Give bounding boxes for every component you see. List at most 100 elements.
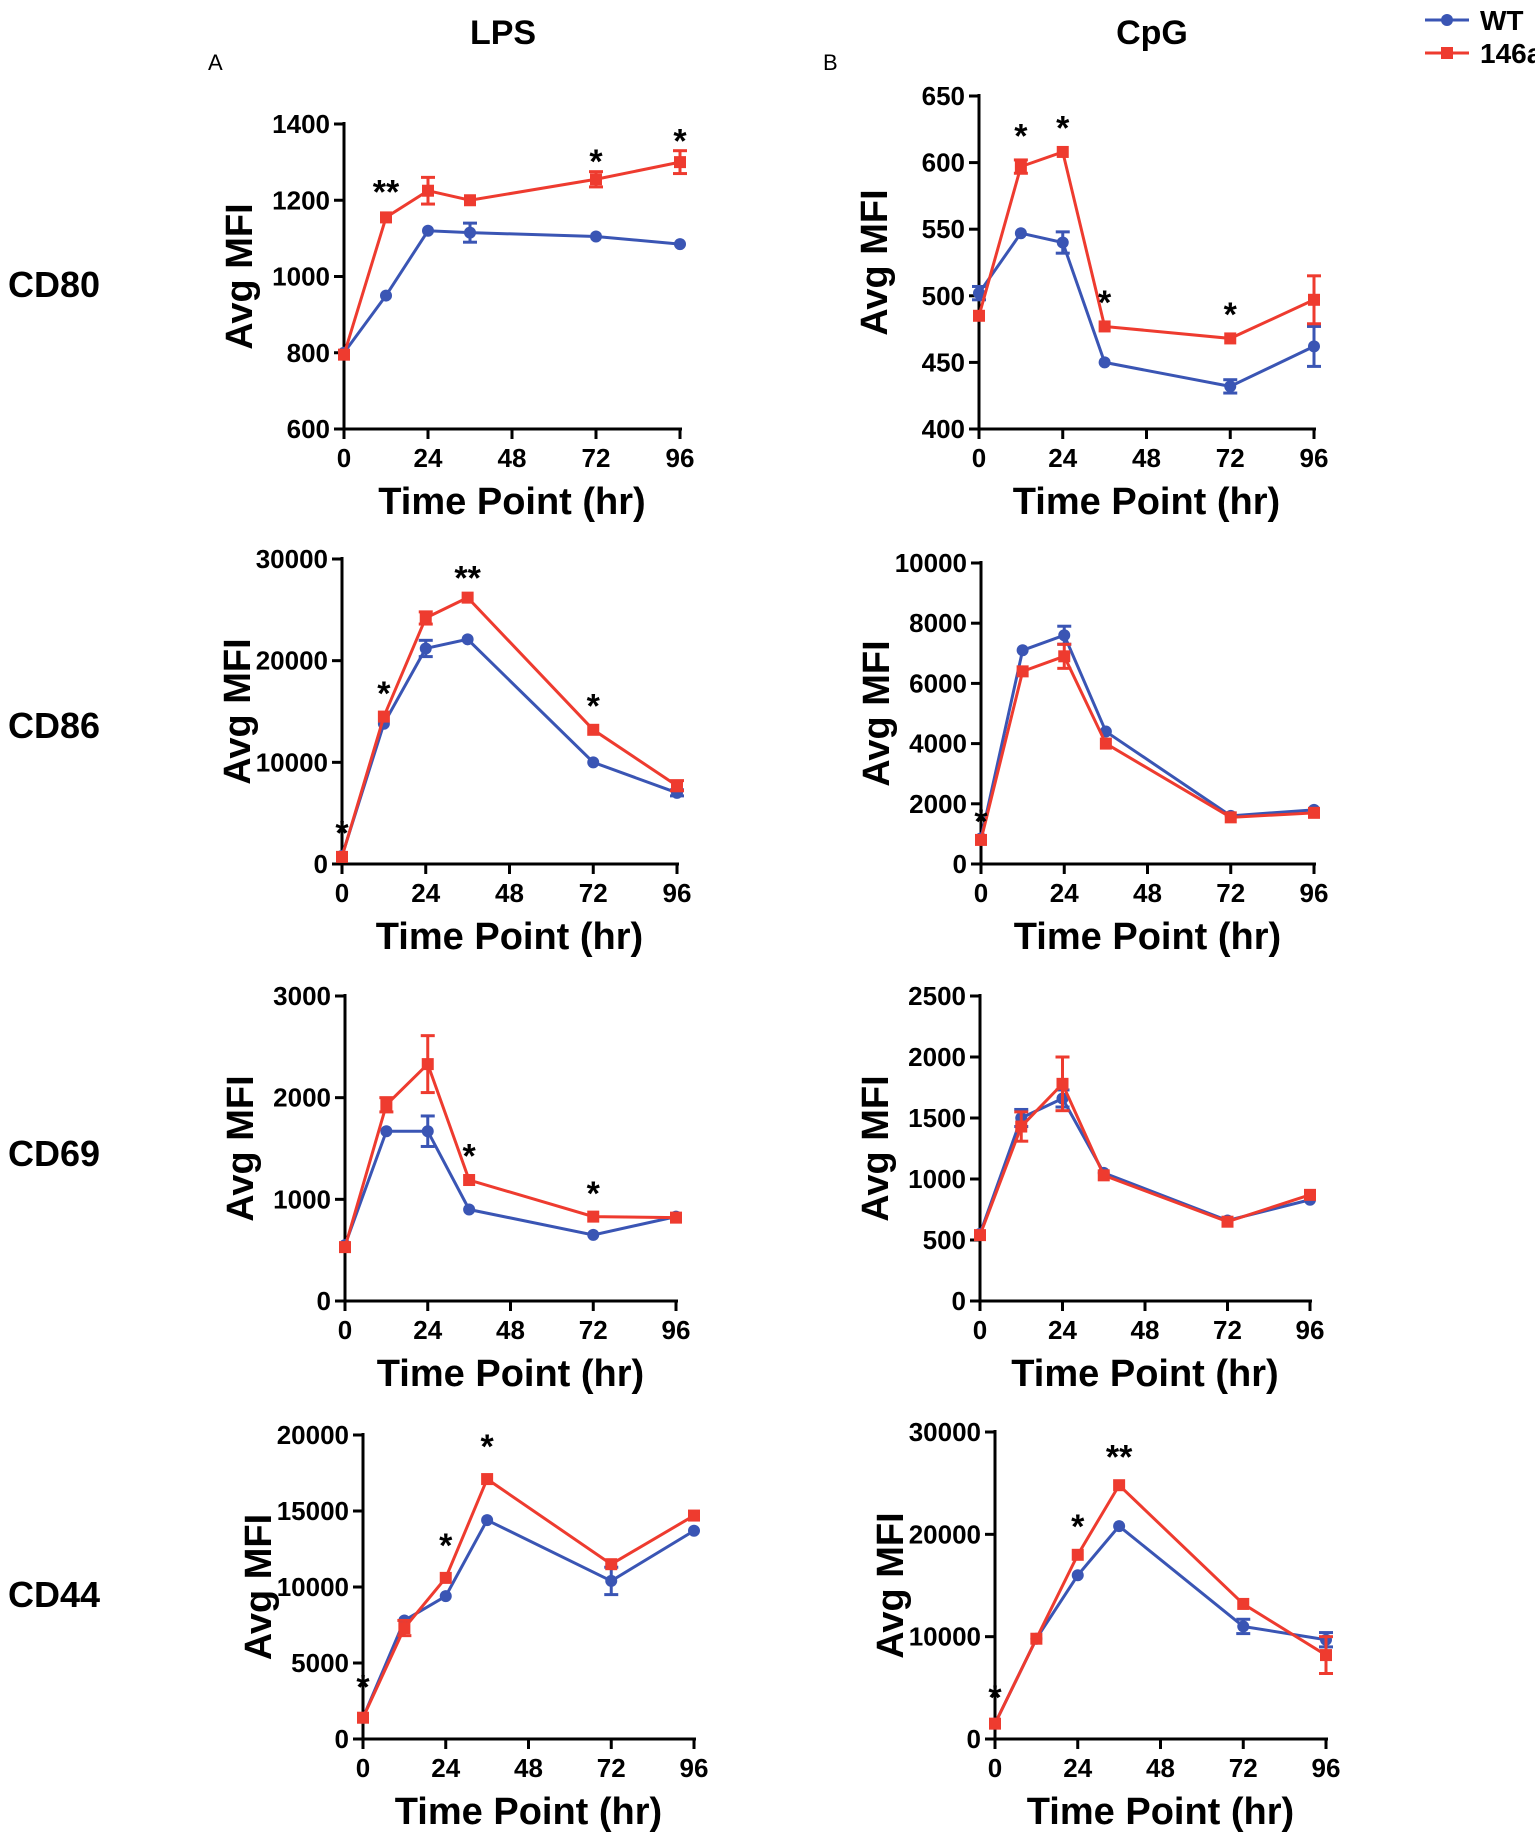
y-tick-label: 15000 [277,1496,349,1526]
data-point-146ako [1030,1632,1043,1645]
y-tick-label: 30000 [256,544,328,574]
data-point-146ako [481,1473,494,1486]
x-tick-label: 24 [431,1753,460,1783]
x-tick-label: 24 [414,443,443,473]
data-point-wt [674,238,686,251]
panel-label-a: A [208,50,223,75]
data-point-146ako [1221,1215,1234,1228]
x-tick-label: 96 [666,443,695,473]
chart-lps-cd44: 0 5000 10000 15000 20000 0 24 48 72 96 Time Point … [238,1420,708,1833]
data-point-146ako [1056,1077,1069,1090]
data-point-146ako [461,591,474,604]
x-tick-label: 72 [582,443,611,473]
y-axis-title: Avg MFI [220,1075,262,1221]
chart-lps-cd86: 0 10000 20000 30000 0 24 48 72 96 Time Point (hr)… [217,544,691,958]
data-point-146ako [377,710,390,723]
x-tick-label: 48 [495,878,524,908]
data-point-wt [380,289,392,302]
data-point-wt [1308,340,1320,353]
significance-marker: * [587,1175,601,1213]
row-label-cd80: CD80 [8,264,100,305]
x-axis-title: Time Point (hr) [395,1791,662,1833]
y-tick-label: 6000 [909,668,967,698]
x-tick-label: 72 [597,1753,626,1783]
data-point-wt [421,1125,434,1138]
x-tick-label: 24 [1063,1753,1092,1783]
y-tick-label: 1000 [273,1184,331,1214]
y-tick-label: 20000 [909,1519,981,1549]
data-point-146ako [1224,811,1237,824]
y-axis-title: Avg MFI [870,1512,912,1658]
significance-marker: * [481,1428,495,1466]
data-point-146ako [1099,737,1112,750]
x-tick-label: 96 [662,1315,691,1345]
data-point-wt [587,756,600,769]
chart-lps-cd80: 600 800 1000 1200 1400 0 24 48 72 96 Time Point (h… [219,109,694,523]
significance-marker: * [439,1527,453,1565]
y-tick-label: 600 [922,148,965,178]
data-point-146ako [1237,1597,1250,1610]
x-tick-label: 0 [338,1315,352,1345]
x-tick-label: 96 [663,878,692,908]
x-tick-label: 96 [1312,1753,1341,1783]
x-tick-label: 24 [411,878,440,908]
data-point-146ako [357,1711,369,1724]
chart-lps-cd69: 0 1000 2000 3000 0 24 48 72 96 Time Point (hr) Avg… [220,981,690,1395]
y-tick-label: 0 [967,1724,981,1754]
y-tick-label: 3000 [273,981,331,1011]
data-point-146ako [380,211,392,224]
y-tick-label: 450 [922,347,965,377]
data-point-wt [1098,356,1111,369]
x-tick-label: 72 [579,1315,608,1345]
x-tick-label: 48 [514,1753,543,1783]
data-point-146ako [1304,1188,1316,1201]
x-tick-label: 24 [1050,878,1079,908]
y-tick-label: 600 [287,414,330,444]
data-point-146ako [605,1558,618,1571]
data-point-146ako [336,850,348,863]
x-tick-label: 0 [972,443,986,473]
legend-item-wt: WT [1425,5,1524,36]
row-label-cd44: CD44 [8,1574,100,1615]
data-point-146ako [1015,1120,1028,1133]
data-point-146ako [380,1098,393,1111]
data-point-wt [1058,629,1071,642]
y-tick-label: 550 [922,214,965,244]
y-tick-label: 20000 [256,646,328,676]
significance-marker: * [974,803,988,841]
x-tick-label: 0 [974,878,988,908]
data-point-wt [422,224,434,237]
data-point-146ako [1097,1169,1110,1182]
x-axis-title: Time Point (hr) [376,916,643,958]
y-axis-title: Avg MFI [238,1514,280,1660]
significance-marker: * [335,814,349,852]
y-axis-title: Avg MFI [856,640,898,786]
y-axis-title: Avg MFI [854,189,896,335]
y-tick-label: 0 [314,849,328,879]
significance-marker: * [587,687,601,725]
y-tick-label: 500 [923,1225,966,1255]
significance-marker: ** [373,174,400,212]
row-label-cd69: CD69 [8,1133,100,1174]
x-tick-label: 0 [337,443,351,473]
data-point-146ako [398,1622,411,1635]
column-title-cpg: CpG [1116,14,1188,52]
data-point-146ako [975,833,987,846]
significance-marker: * [356,1668,370,1706]
data-point-146ako [419,611,432,624]
series-line-146ako [340,595,678,858]
significance-marker: * [988,1679,1002,1717]
y-tick-label: 650 [922,81,965,111]
significance-marker: ** [454,559,481,597]
y-tick-label: 1000 [272,262,330,292]
data-point-146ako [590,173,602,186]
series-line-wt [340,637,678,857]
legend-146ako-label: 146aKO [1480,38,1535,69]
column-title-lps: LPS [470,14,536,52]
y-tick-label: 4000 [909,729,967,759]
data-point-wt [973,287,985,300]
chart-cpg-cd80: 400 450 500 550 600 650 0 24 48 72 96 Time Point (h… [854,81,1328,523]
data-point-wt [380,1125,393,1138]
x-axis-title: Time Point (hr) [1013,481,1280,523]
